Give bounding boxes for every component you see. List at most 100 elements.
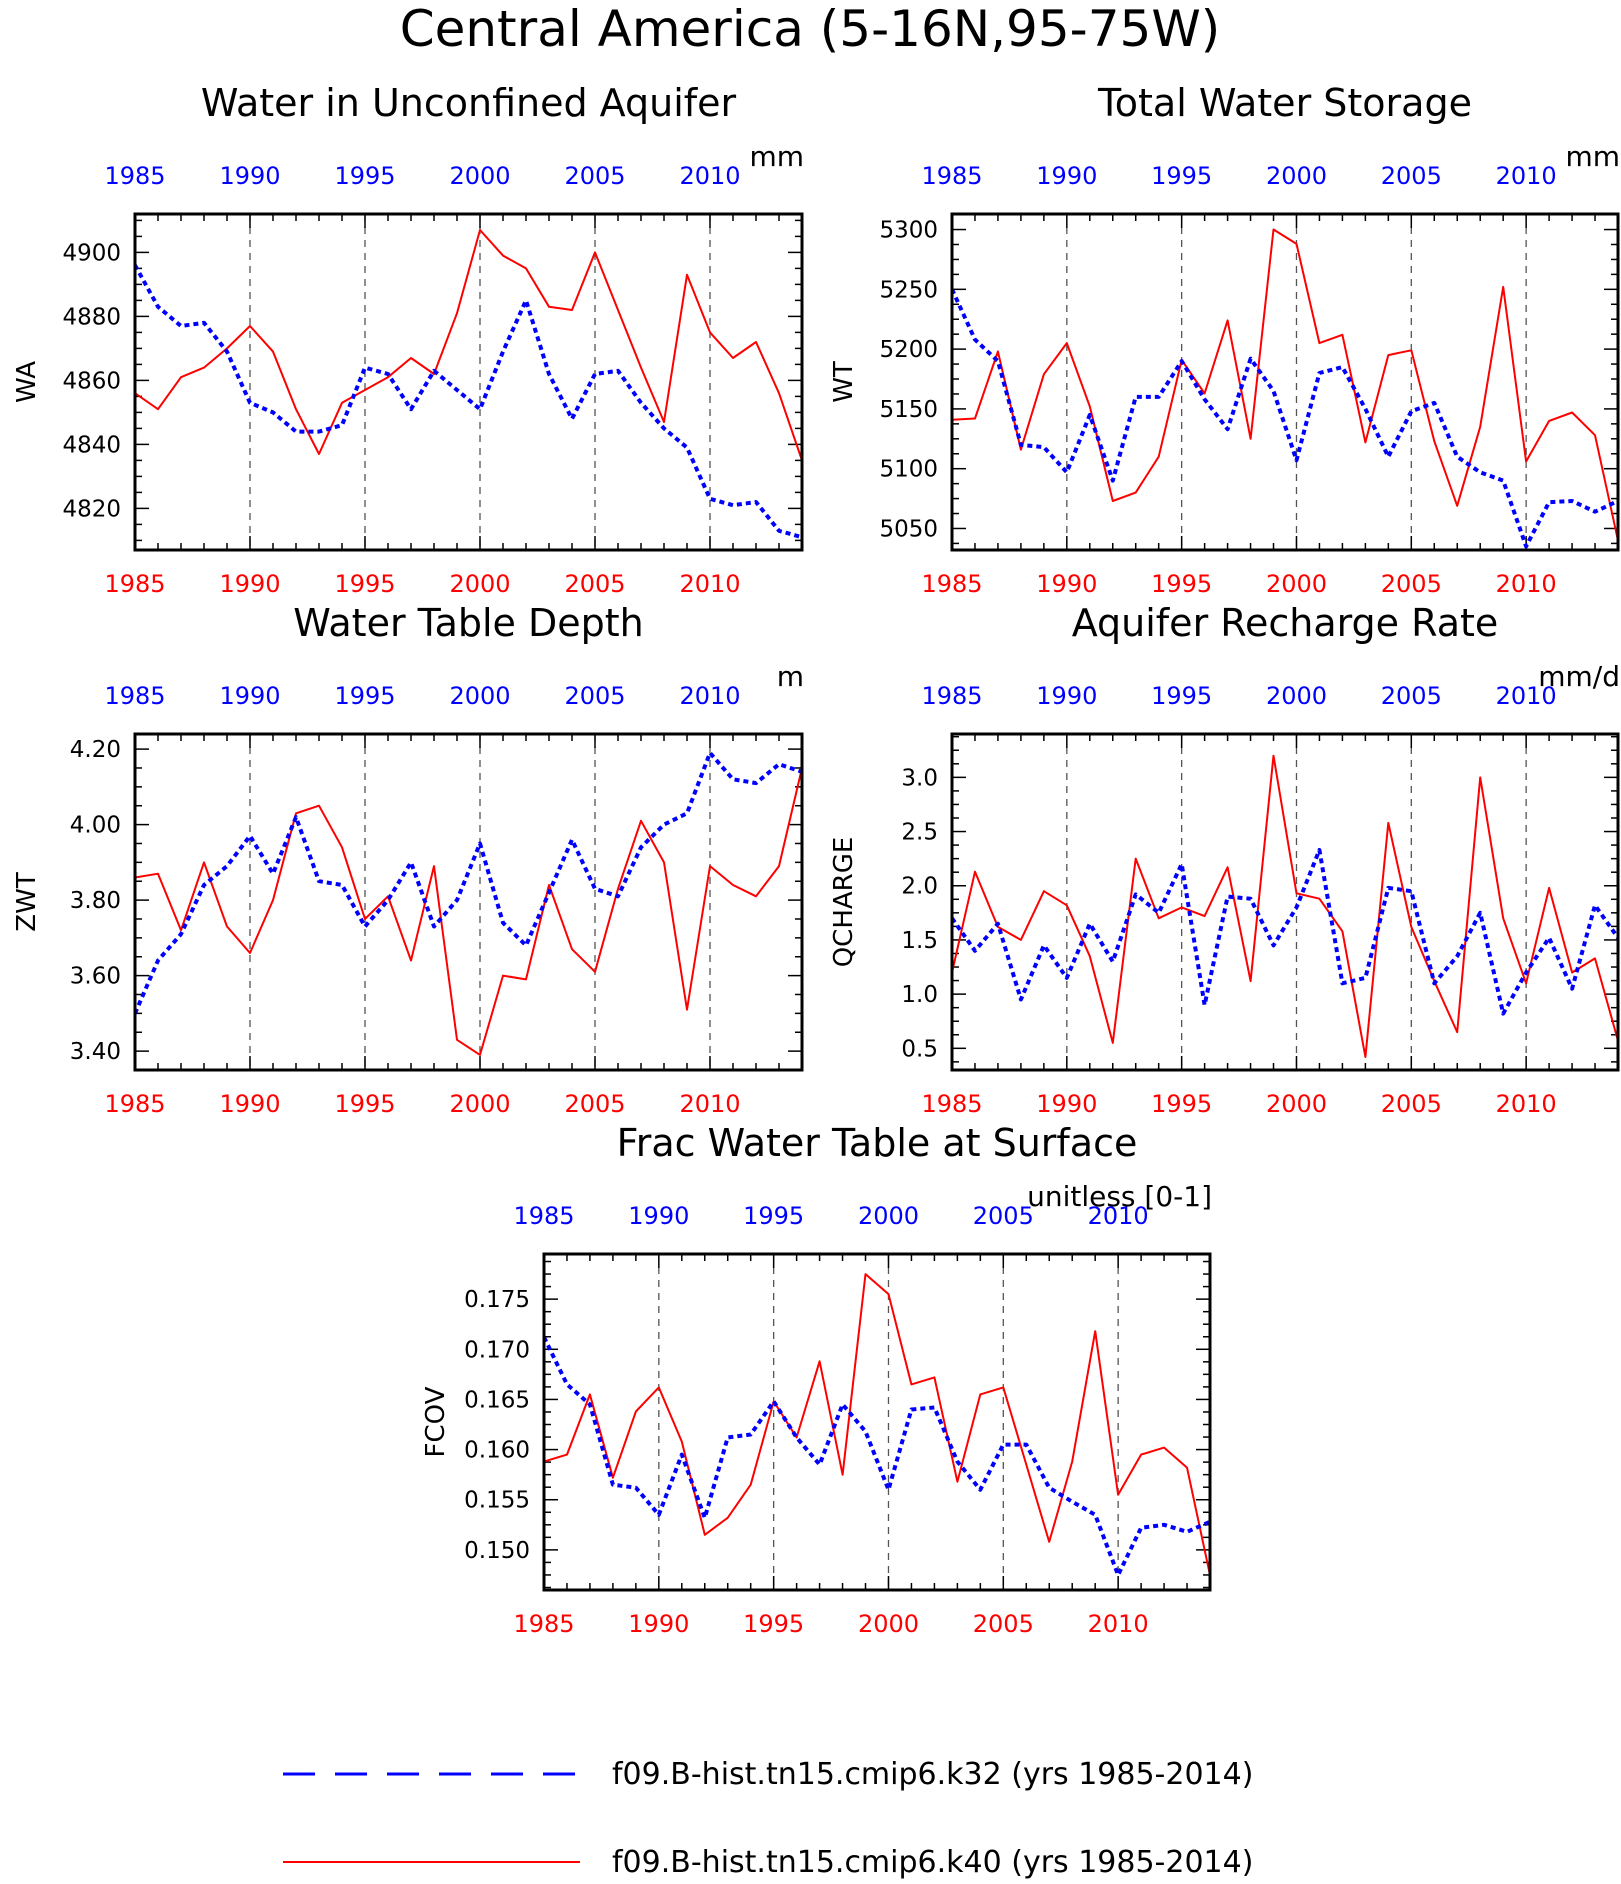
xtick-top-qcharge-2005: 2005	[1381, 682, 1442, 710]
xtick-top-wt-2000: 2000	[1266, 162, 1327, 190]
legend-label-k32: f09.B-hist.tn15.cmip6.k32 (yrs 1985-2014…	[612, 1757, 1253, 1792]
xtick-bot-wt-1990: 1990	[1036, 570, 1097, 598]
ytick-qcharge-5: 3.0	[901, 765, 938, 791]
xtick-bot-qcharge-1990: 1990	[1036, 1090, 1097, 1118]
xtick-bot-wt-2005: 2005	[1381, 570, 1442, 598]
xtick-top-fcov-2005: 2005	[973, 1202, 1034, 1230]
xtick-bot-zwt-1990: 1990	[219, 1090, 280, 1118]
panel-units-qcharge: mm/d	[1538, 660, 1620, 693]
xtick-bot-fcov-1990: 1990	[628, 1610, 689, 1638]
legend: f09.B-hist.tn15.cmip6.k32 (yrs 1985-2014…	[283, 1757, 1253, 1880]
legend-label-k40: f09.B-hist.tn15.cmip6.k40 (yrs 1985-2014…	[612, 1845, 1253, 1880]
ytick-wt-1: 5100	[879, 457, 938, 483]
plot-frame-wt	[950, 212, 1620, 552]
xtick-top-fcov-1990: 1990	[628, 1202, 689, 1230]
xtick-top-zwt-1995: 1995	[334, 682, 395, 710]
panel-title-fcov: Frac Water Table at Surface	[617, 1121, 1138, 1165]
ytick-fcov-2: 0.160	[464, 1438, 530, 1464]
ytick-zwt-2: 3.80	[70, 888, 121, 914]
xtick-bot-wt-1985: 1985	[921, 570, 982, 598]
series-qcharge-k40	[952, 754, 1618, 1058]
series-wa-k32	[135, 264, 802, 540]
xtick-top-fcov-1985: 1985	[513, 1202, 574, 1230]
ytick-wt-3: 5200	[879, 337, 938, 363]
xtick-top-wa-2000: 2000	[449, 162, 510, 190]
xtick-bot-zwt-2010: 2010	[679, 1090, 740, 1118]
ytick-wt-5: 5300	[879, 218, 938, 244]
ylabel-zwt: ZWT	[12, 872, 42, 932]
xtick-top-qcharge-1990: 1990	[1036, 682, 1097, 710]
xtick-top-wa-1990: 1990	[219, 162, 280, 190]
series-wa-k40	[135, 229, 802, 461]
xtick-bot-fcov-1985: 1985	[513, 1610, 574, 1638]
xtick-bot-wa-2005: 2005	[564, 570, 625, 598]
xtick-top-wt-1985: 1985	[921, 162, 982, 190]
ytick-wt-0: 5050	[879, 516, 938, 542]
xtick-bot-wa-2000: 2000	[449, 570, 510, 598]
series-zwt-k32	[135, 750, 802, 1015]
series-wt-k32	[952, 288, 1618, 549]
ylabel-wt: WT	[829, 361, 859, 403]
panel-title-qcharge: Aquifer Recharge Rate	[1072, 601, 1499, 645]
ytick-fcov-0: 0.150	[464, 1538, 530, 1564]
ytick-fcov-4: 0.170	[464, 1337, 530, 1363]
xtick-top-zwt-1990: 1990	[219, 682, 280, 710]
panel-units-zwt: m	[777, 660, 804, 693]
xtick-bot-qcharge-2000: 2000	[1266, 1090, 1327, 1118]
panel-units-wa: mm	[749, 140, 804, 173]
ylabel-wa: WA	[12, 361, 42, 403]
ytick-zwt-1: 3.60	[70, 964, 121, 990]
ytick-fcov-5: 0.175	[464, 1287, 530, 1313]
xtick-bot-fcov-2005: 2005	[973, 1610, 1034, 1638]
series-fcov-k40	[544, 1273, 1210, 1576]
panel-units-wt: mm	[1565, 140, 1620, 173]
xtick-bot-qcharge-1995: 1995	[1151, 1090, 1212, 1118]
ytick-wa-3: 4880	[62, 304, 121, 330]
xtick-bot-wt-2000: 2000	[1266, 570, 1327, 598]
ytick-wa-4: 4900	[62, 240, 121, 266]
plot-frame-fcov	[542, 1252, 1212, 1592]
series-zwt-k40	[135, 767, 802, 1056]
panel-zwt: Water Table Depth m ZWT 1985 1985 1990 1990 199…	[12, 601, 804, 1118]
xtick-bot-zwt-1995: 1995	[334, 1090, 395, 1118]
panel-fcov: Frac Water Table at Surface unitless [0-1…	[421, 1121, 1212, 1638]
ytick-wa-1: 4840	[62, 432, 121, 458]
ylabel-qcharge: QCHARGE	[829, 837, 859, 968]
xtick-top-qcharge-2000: 2000	[1266, 682, 1327, 710]
series-qcharge-k32	[952, 848, 1618, 1016]
ytick-wa-0: 4820	[62, 496, 121, 522]
xtick-top-wt-1990: 1990	[1036, 162, 1097, 190]
ytick-qcharge-3: 2.0	[901, 874, 938, 900]
xtick-top-qcharge-1995: 1995	[1151, 682, 1212, 710]
ytick-zwt-3: 4.00	[70, 813, 121, 839]
xtick-top-qcharge-2010: 2010	[1496, 682, 1557, 710]
ytick-zwt-0: 3.40	[70, 1039, 121, 1065]
ytick-wa-2: 4860	[62, 368, 121, 394]
xtick-top-wa-1995: 1995	[334, 162, 395, 190]
xtick-top-wt-2010: 2010	[1496, 162, 1557, 190]
panel-wa: Water in Unconfined Aquifer mm WA 1985 1985 1…	[12, 81, 804, 598]
xtick-bot-zwt-1985: 1985	[104, 1090, 165, 1118]
xtick-top-fcov-2010: 2010	[1088, 1202, 1149, 1230]
xtick-bot-zwt-2000: 2000	[449, 1090, 510, 1118]
xtick-bot-fcov-2010: 2010	[1088, 1610, 1149, 1638]
xtick-bot-wa-1990: 1990	[219, 570, 280, 598]
xtick-top-fcov-2000: 2000	[858, 1202, 919, 1230]
ylabel-fcov: FCOV	[421, 1386, 451, 1457]
panels: Water in Unconfined Aquifer mm WA 1985 1985 1…	[12, 81, 1620, 1638]
figure-title: Central America (5-16N,95-75W)	[400, 0, 1221, 58]
plot-frame-qcharge	[950, 732, 1620, 1072]
xtick-bot-wa-2010: 2010	[679, 570, 740, 598]
ytick-wt-2: 5150	[879, 397, 938, 423]
xtick-top-wa-1985: 1985	[104, 162, 165, 190]
series-fcov-k32	[544, 1336, 1210, 1577]
xtick-top-zwt-2005: 2005	[564, 682, 625, 710]
xtick-bot-wt-2010: 2010	[1496, 570, 1557, 598]
panel-title-wt: Total Water Storage	[1097, 81, 1472, 125]
xtick-top-fcov-1995: 1995	[743, 1202, 804, 1230]
ytick-fcov-1: 0.155	[464, 1488, 530, 1514]
panel-title-wa: Water in Unconfined Aquifer	[201, 81, 737, 125]
xtick-bot-fcov-2000: 2000	[858, 1610, 919, 1638]
xtick-top-wa-2010: 2010	[679, 162, 740, 190]
